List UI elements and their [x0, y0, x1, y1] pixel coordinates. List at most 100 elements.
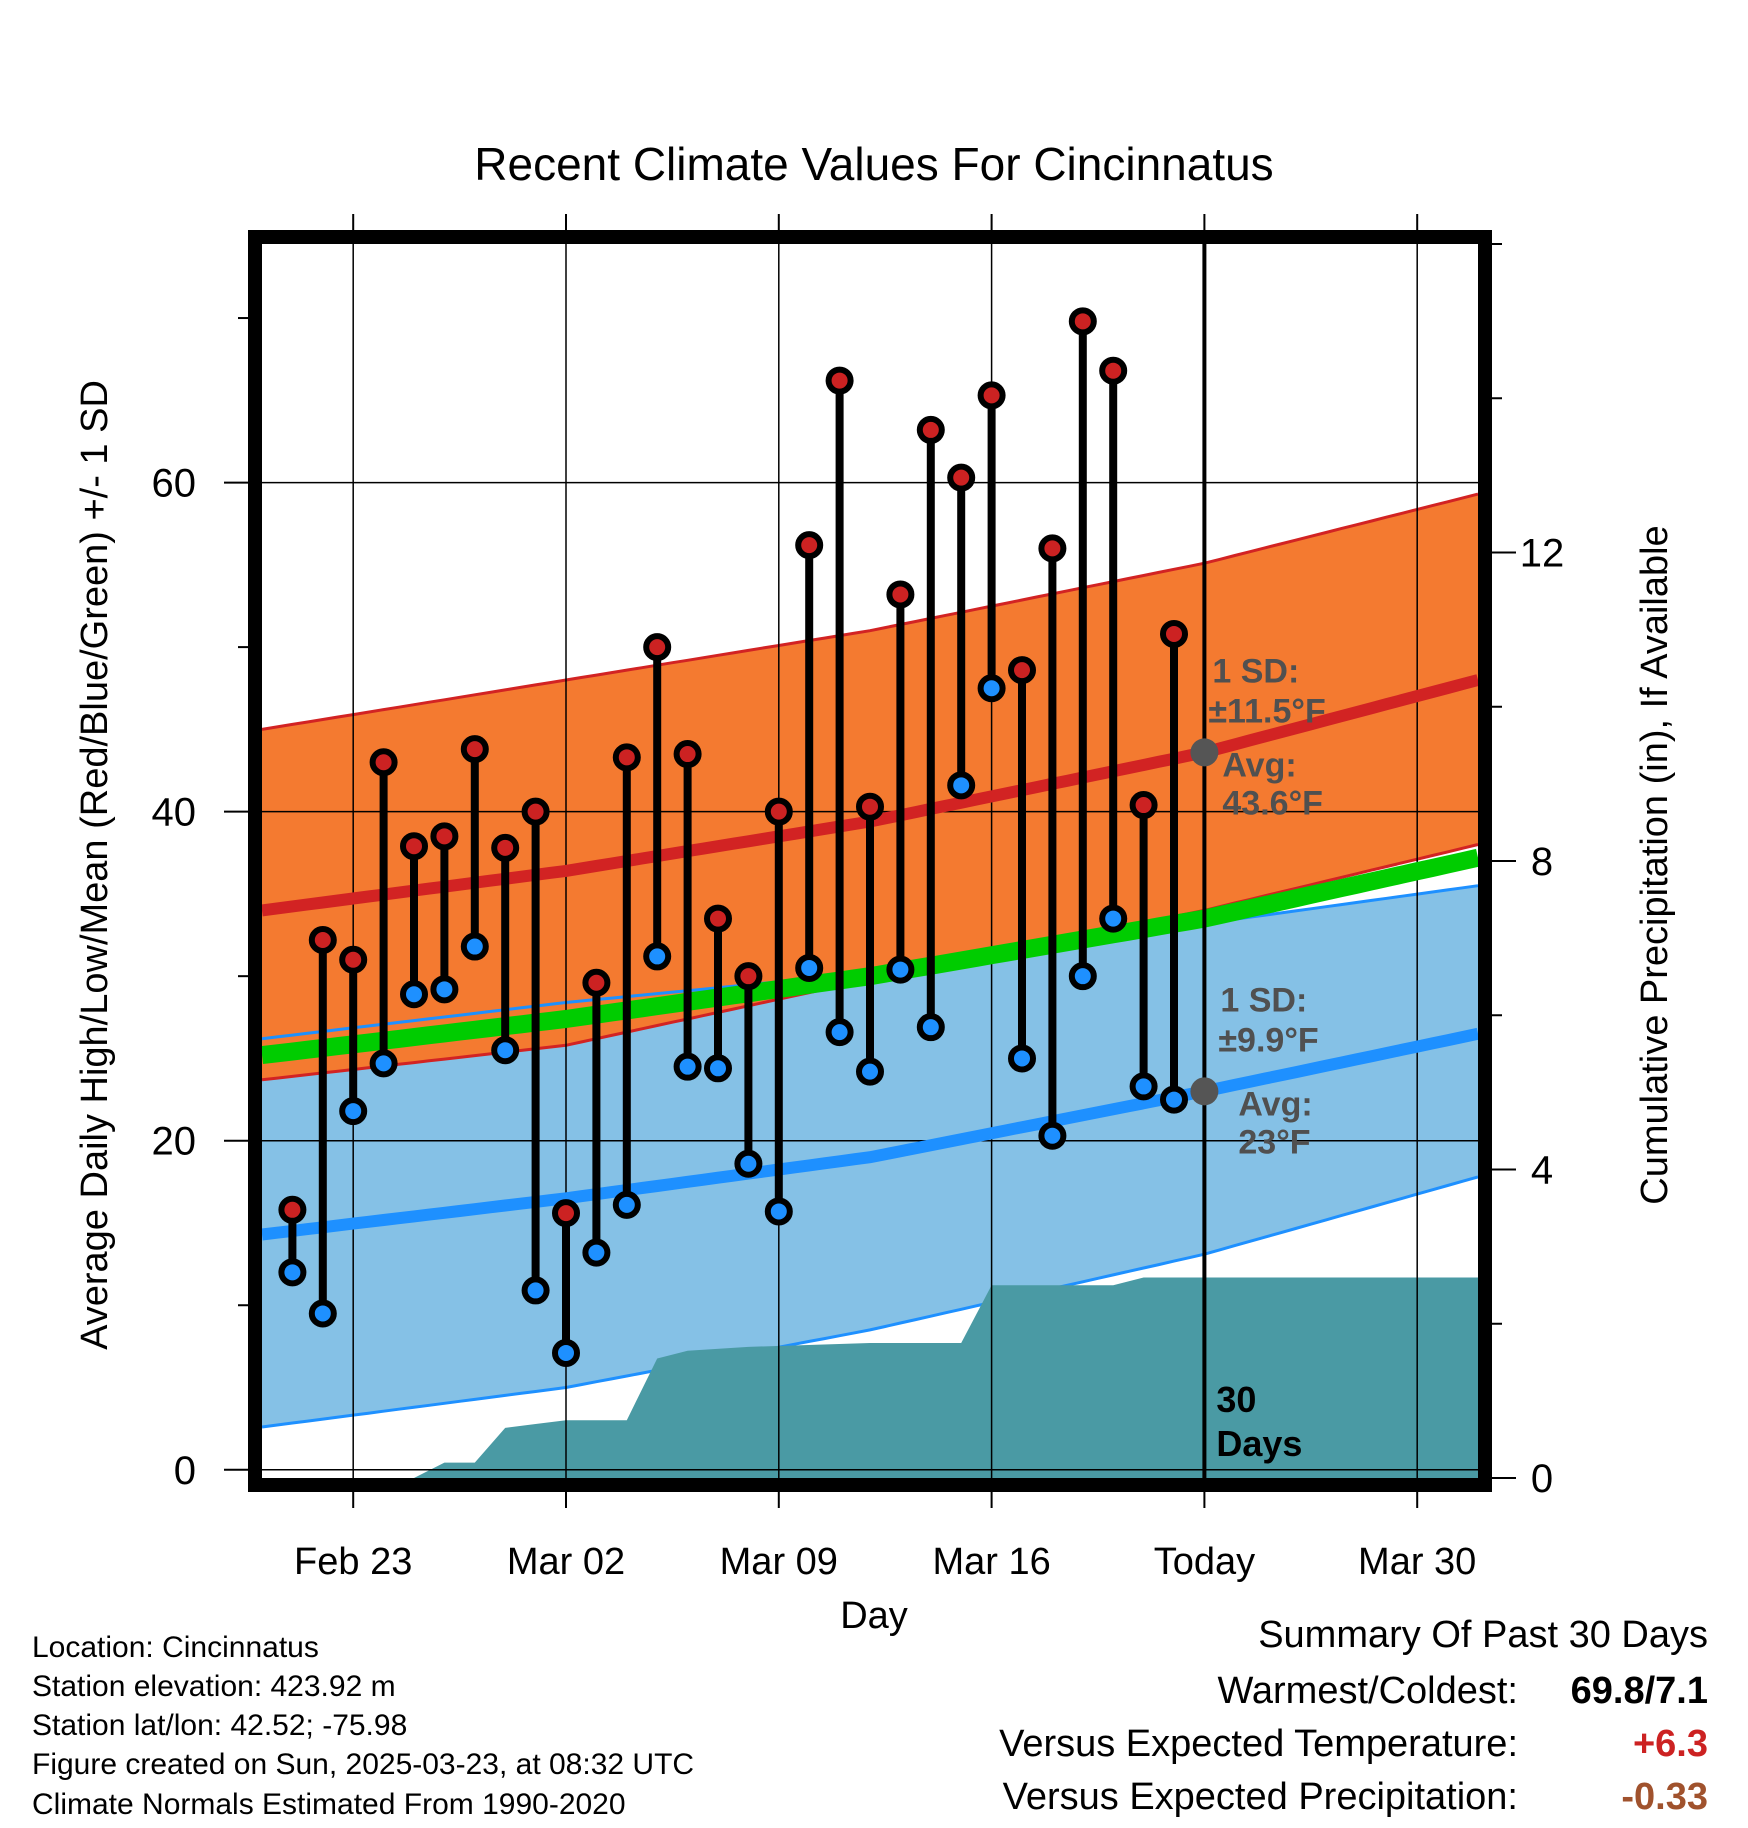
- daily-high-point: [400, 832, 428, 861]
- daily-low-point: [400, 980, 428, 1009]
- daily-low-point: [977, 674, 1006, 703]
- temp-value: +6.3: [1632, 1723, 1708, 1765]
- today-high-avg-point: [1190, 738, 1219, 767]
- y2-tick-label: 12: [1520, 532, 1565, 576]
- daily-low-point: [825, 1018, 854, 1047]
- y-axis-label: Average Daily High/Low/Mean (Red/Blue/Gr…: [74, 380, 116, 1350]
- daily-low-point: [278, 1258, 307, 1287]
- daily-high-point: [491, 833, 520, 862]
- x-tick-label: Mar 09: [720, 1541, 838, 1583]
- x-tick-label: Feb 23: [294, 1541, 412, 1583]
- daily-low-point: [856, 1057, 884, 1086]
- y2-tick-label: 8: [1531, 840, 1553, 884]
- daily-low-point: [430, 975, 459, 1004]
- daily-low-point: [704, 1054, 732, 1083]
- info-elevation: Station elevation: 423.92 m: [32, 1670, 396, 1703]
- daily-low-point: [764, 1197, 793, 1226]
- daily-high-point: [704, 904, 732, 933]
- y-tick-label: 0: [174, 1449, 196, 1493]
- daily-high-point: [1129, 791, 1158, 820]
- daily-high-point: [1038, 534, 1067, 563]
- summary-temp: Versus Expected Temperature: +6.3: [999, 1723, 1708, 1766]
- daily-high-point: [947, 463, 976, 492]
- daily-high-point: [552, 1199, 580, 1228]
- daily-high-point: [582, 968, 611, 997]
- daily-high-point: [1068, 307, 1097, 336]
- daily-low-point: [1008, 1044, 1036, 1073]
- info-latlon: Station lat/lon: 42.52; -75.98: [32, 1709, 408, 1742]
- chart-title: Recent Climate Values For Cincinnatus: [474, 138, 1273, 190]
- daily-high-point: [673, 740, 702, 769]
- daily-high-point: [764, 797, 793, 826]
- y2-tick-label: 0: [1531, 1457, 1553, 1501]
- daily-high-point: [977, 381, 1006, 410]
- daily-high-point: [430, 822, 459, 851]
- daily-low-point: [582, 1238, 611, 1267]
- daily-high-point: [1008, 656, 1036, 685]
- x-tick-label: Mar 02: [507, 1541, 625, 1583]
- daily-low-point: [1068, 962, 1097, 991]
- y-tick-label: 40: [152, 791, 197, 835]
- daily-values: [278, 307, 1188, 1367]
- info-normals: Climate Normals Estimated From 1990-2020: [32, 1788, 626, 1821]
- daily-high-point: [795, 531, 824, 560]
- warm-cold-label: Warmest/Coldest:: [1217, 1670, 1518, 1712]
- y-tick-label: 60: [152, 462, 197, 506]
- high-upper-line: [261, 492, 1479, 731]
- info-location: Location: Cincinnatus: [32, 1631, 319, 1664]
- daily-low-point: [521, 1276, 550, 1305]
- low-avg-line: [261, 1027, 1480, 1241]
- daily-high-point: [308, 925, 337, 954]
- daily-low-point: [734, 1149, 763, 1178]
- plot-border: [248, 230, 1492, 1492]
- info-created: Figure created on Sun, 2025-03-23, at 08…: [32, 1748, 695, 1781]
- high-sd-label: 1 SD:: [1212, 652, 1299, 690]
- today-days-label: Days: [1216, 1423, 1302, 1464]
- daily-high-point: [1099, 356, 1128, 385]
- daily-low-point: [552, 1338, 580, 1367]
- x-tick-label: Mar 30: [1358, 1541, 1476, 1583]
- x-tick-label: Today: [1154, 1541, 1255, 1583]
- high-avg-value: 43.6°F: [1222, 784, 1323, 822]
- daily-low-point: [612, 1190, 641, 1219]
- daily-low-point: [643, 942, 672, 971]
- daily-high-point: [1160, 619, 1188, 648]
- x-axis-label: Day: [840, 1595, 908, 1637]
- daily-high-point: [825, 366, 854, 395]
- daily-high-point: [339, 945, 368, 974]
- daily-low-point: [947, 771, 976, 800]
- daily-low-point: [308, 1299, 337, 1328]
- daily-low-point: [916, 1013, 945, 1042]
- daily-low-point: [491, 1036, 520, 1065]
- daily-high-point: [278, 1195, 307, 1224]
- daily-low-point: [795, 953, 824, 982]
- daily-low-point: [1160, 1085, 1188, 1114]
- daily-high-point: [856, 792, 884, 821]
- summary-precip: Versus Expected Precipitation: -0.33: [1003, 1776, 1708, 1819]
- warm-cold-value: 69.8/7.1: [1570, 1670, 1708, 1712]
- x-tick-label: Mar 16: [932, 1541, 1050, 1583]
- summary-warm-cold: Warmest/Coldest: 69.8/7.1: [1217, 1670, 1708, 1713]
- daily-low-point: [460, 932, 489, 961]
- low-sd-label: 1 SD:: [1220, 981, 1307, 1019]
- temp-label: Versus Expected Temperature:: [999, 1723, 1518, 1765]
- precip-value: -0.33: [1621, 1776, 1708, 1818]
- daily-high-point: [886, 580, 915, 609]
- daily-high-point: [643, 633, 672, 662]
- y2-axis-label: Cumulative Precipitation (in), If Availa…: [1634, 525, 1676, 1204]
- low-avg-label: Avg:: [1238, 1085, 1312, 1123]
- low-lower-line: [261, 1175, 1479, 1429]
- daily-low-point: [339, 1097, 368, 1126]
- y2-tick-label: 4: [1531, 1149, 1553, 1193]
- daily-high-point: [369, 748, 398, 777]
- today-low-avg-point: [1190, 1077, 1219, 1106]
- low-sd-value: ±9.9°F: [1218, 1021, 1318, 1059]
- daily-high-point: [521, 797, 550, 826]
- daily-high-point: [734, 962, 763, 991]
- today-days-label: 30: [1216, 1379, 1256, 1420]
- daily-low-point: [1129, 1072, 1158, 1101]
- high-sd-value: ±11.5°F: [1208, 692, 1325, 730]
- daily-high-point: [460, 735, 489, 764]
- axes: Feb 23 Mar 02 Mar 09 Mar 16 Today Mar 3002040…: [152, 214, 1565, 1583]
